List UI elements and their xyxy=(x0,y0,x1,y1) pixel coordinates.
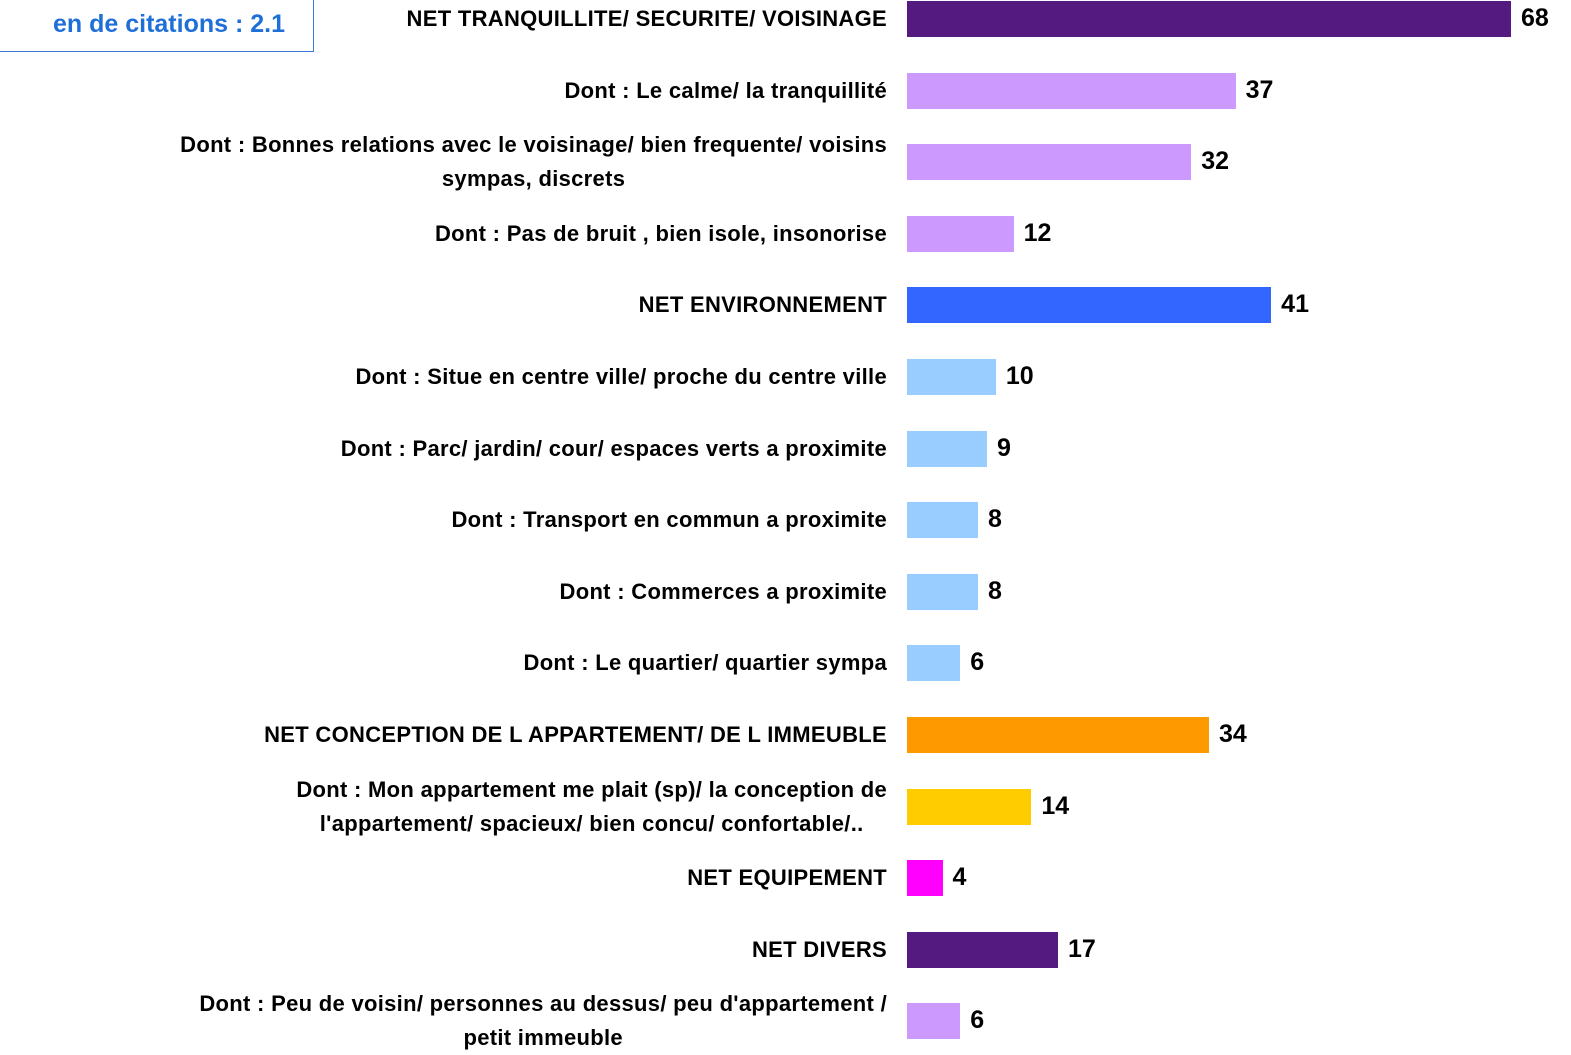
category-label: Dont : Pas de bruit , bien isole, insono… xyxy=(0,217,887,251)
value-label: 34 xyxy=(1219,720,1247,748)
value-label: 14 xyxy=(1041,791,1070,820)
category-text: Dont : Pas de bruit , bien isole, insono… xyxy=(434,220,887,246)
category-text: Dont : Mon appartement me plait (sp)/ la… xyxy=(296,776,887,836)
category-label: Dont : Situe en centre ville/ proche du … xyxy=(0,360,887,394)
value-label: 12 xyxy=(1023,218,1052,247)
bar xyxy=(907,645,961,682)
category-text: NET ENVIRONNEMENT xyxy=(638,292,887,318)
value-label: 8 xyxy=(988,576,1002,605)
category-text: Dont : Le quartier/ quartier sympa xyxy=(523,650,887,676)
value-label: 9 xyxy=(996,433,1011,462)
bar xyxy=(907,717,1209,753)
category-label: NET EQUIPEMENT xyxy=(0,861,887,895)
category-label: Dont : Parc/ jardin/ cour/ espaces verts… xyxy=(0,432,887,466)
category-label: NET CONCEPTION DE L APPARTEMENT/ DE L IM… xyxy=(0,718,887,752)
category-text: Dont : Situe en centre ville/ proche du … xyxy=(355,364,887,389)
value-label: 37 xyxy=(1245,75,1274,104)
bar xyxy=(907,72,1236,109)
category-text: NET TRANQUILLITE/ SECURITE/ VOISINAGE xyxy=(406,6,887,31)
category-text: NET EQUIPEMENT xyxy=(687,865,887,891)
category-label: Dont : Peu de voisin/ personnes au dessu… xyxy=(0,987,887,1055)
category-text: Dont : Le calme/ la tranquillité xyxy=(564,77,887,103)
category-text: Dont : Peu de voisin/ personnes au dessu… xyxy=(199,991,887,1051)
category-label: Dont : Mon appartement me plait (sp)/ la… xyxy=(0,773,887,841)
value-label: 10 xyxy=(1005,362,1034,390)
category-label: Dont : Bonnes relations avec le voisinag… xyxy=(0,128,887,196)
category-text: Dont : Commerces a proximite xyxy=(559,578,887,604)
value-label: 6 xyxy=(970,648,985,677)
bar xyxy=(907,860,943,897)
value-label: 68 xyxy=(1521,4,1549,32)
value-label: 6 xyxy=(970,1006,985,1035)
category-label: Dont : Le quartier/ quartier sympa xyxy=(0,646,887,680)
bar xyxy=(907,144,1192,181)
bar xyxy=(907,215,1014,252)
category-text: NET CONCEPTION DE L APPARTEMENT/ DE L IM… xyxy=(264,722,887,747)
bar xyxy=(907,1,1511,37)
bar xyxy=(907,430,987,467)
value-label: 41 xyxy=(1281,290,1309,319)
value-label: 8 xyxy=(988,505,1002,534)
bar xyxy=(907,359,996,395)
bar xyxy=(907,788,1032,825)
category-label: Dont : Le calme/ la tranquillité xyxy=(0,74,887,108)
value-label: 17 xyxy=(1068,934,1096,963)
category-label: NET TRANQUILLITE/ SECURITE/ VOISINAGE xyxy=(0,2,887,36)
category-text: Dont : Parc/ jardin/ cour/ espaces verts… xyxy=(340,435,887,461)
category-label: NET ENVIRONNEMENT xyxy=(0,288,887,322)
category-text: Dont : Bonnes relations avec le voisinag… xyxy=(180,132,887,192)
bar xyxy=(907,931,1058,968)
bar xyxy=(907,287,1272,324)
value-label: 32 xyxy=(1201,147,1230,176)
category-text: NET DIVERS xyxy=(751,936,887,962)
bar xyxy=(907,1003,961,1040)
category-label: Dont : Commerces a proximite xyxy=(0,575,887,609)
category-text: Dont : Transport en commun a proximite xyxy=(451,507,887,533)
bar xyxy=(907,502,979,539)
category-label: Dont : Transport en commun a proximite xyxy=(0,503,887,537)
value-label: 4 xyxy=(952,863,967,892)
bar xyxy=(907,573,979,610)
annotation-box: en de citations : 2.1 xyxy=(0,0,314,52)
category-label: NET DIVERS xyxy=(0,933,887,967)
